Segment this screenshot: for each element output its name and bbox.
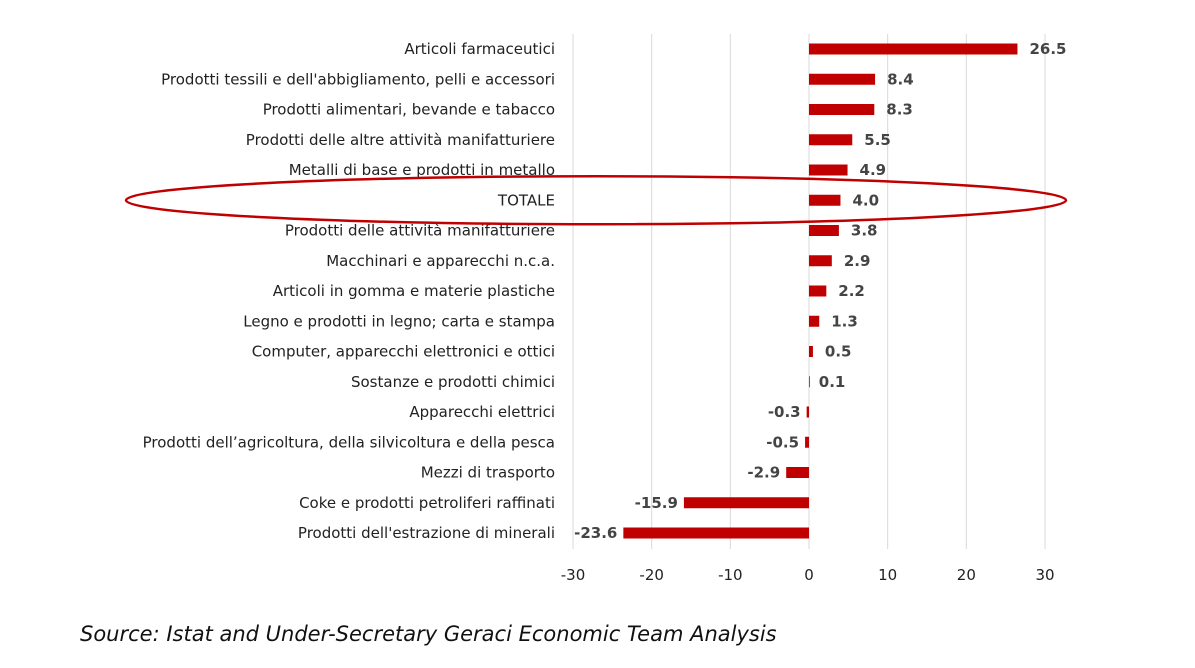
bar <box>809 104 875 115</box>
category-label: Metalli di base e prodotti in metallo <box>289 161 555 179</box>
category-label: Prodotti delle attività manifatturiere <box>285 222 555 240</box>
category-label: Computer, apparecchi elettronici e ottic… <box>252 343 555 361</box>
category-label: Prodotti alimentari, bevande e tabacco <box>263 101 555 119</box>
bar <box>809 73 876 85</box>
bar <box>809 315 820 327</box>
category-label: Articoli in gomma e materie plastiche <box>273 282 555 300</box>
category-label: Prodotti dell'estrazione di minerali <box>298 524 555 542</box>
data-label: -2.9 <box>747 464 780 482</box>
category-label: Prodotti dell’agricoltura, della silvico… <box>143 433 555 451</box>
data-labels: 26.5 8.4 8.3 5.5 4.9 4.0 3.8 2.9 2.2 1.3 0.5 0.1 -0.… <box>574 40 1066 542</box>
bar <box>806 406 809 418</box>
data-label: 3.8 <box>851 222 878 240</box>
category-label: Prodotti tessili e dell'abbigliamento, p… <box>161 70 555 88</box>
data-label: 8.4 <box>887 70 914 88</box>
bar <box>809 43 1018 55</box>
data-label: 1.3 <box>831 312 858 330</box>
bar <box>809 376 810 388</box>
category-label: Legno e prodotti in legno; carta e stamp… <box>243 312 555 330</box>
category-labels: Articoli farmaceutici Prodotti tessili e … <box>143 40 555 542</box>
bar <box>809 225 839 236</box>
data-label: 2.2 <box>838 282 865 300</box>
x-tick-label: 0 <box>804 566 814 584</box>
x-axis-tick-labels: -30 -20 -10 0 10 20 30 <box>561 566 1055 584</box>
category-label: TOTALE <box>497 191 555 209</box>
bar <box>805 436 809 448</box>
bar <box>623 527 809 539</box>
bar <box>809 346 813 357</box>
category-label: Mezzi di trasporto <box>421 464 555 482</box>
data-label: 4.0 <box>852 191 879 209</box>
x-tick-label: -30 <box>561 566 586 584</box>
x-tick-label: 10 <box>878 566 897 584</box>
category-label: Coke e prodotti petroliferi raffinati <box>299 494 555 512</box>
bars <box>623 43 1018 539</box>
bar <box>809 255 832 267</box>
bar <box>786 467 809 478</box>
bar <box>809 134 853 146</box>
gridlines <box>572 34 1046 549</box>
bar <box>809 285 827 297</box>
category-label: Sostanze e prodotti chimici <box>351 373 555 391</box>
bar <box>683 497 809 509</box>
category-label: Prodotti delle altre attività manifattur… <box>246 131 555 149</box>
category-label: Articoli farmaceutici <box>404 40 555 58</box>
data-label: -15.9 <box>635 494 678 512</box>
data-label: 26.5 <box>1029 40 1066 58</box>
highlight-ellipse <box>124 175 1068 226</box>
data-label: -23.6 <box>574 524 617 542</box>
category-label: Macchinari e apparecchi n.c.a. <box>326 252 555 270</box>
data-label: 8.3 <box>886 101 913 119</box>
data-label: 4.9 <box>860 161 887 179</box>
category-label: Apparecchi elettrici <box>409 403 555 421</box>
x-tick-label: 20 <box>957 566 976 584</box>
x-tick-label: -20 <box>639 566 664 584</box>
data-label: 2.9 <box>844 252 871 270</box>
source-note: Source: Istat and Under-Secretary Geraci… <box>80 622 777 646</box>
x-tick-label: -10 <box>718 566 743 584</box>
x-tick-label: 30 <box>1035 566 1054 584</box>
data-label: 0.1 <box>819 373 846 391</box>
data-label: -0.5 <box>766 433 799 451</box>
bar <box>809 164 848 176</box>
bar <box>809 194 841 206</box>
data-label: 5.5 <box>864 131 891 149</box>
data-label: 0.5 <box>825 343 852 361</box>
data-label: -0.3 <box>768 403 801 421</box>
